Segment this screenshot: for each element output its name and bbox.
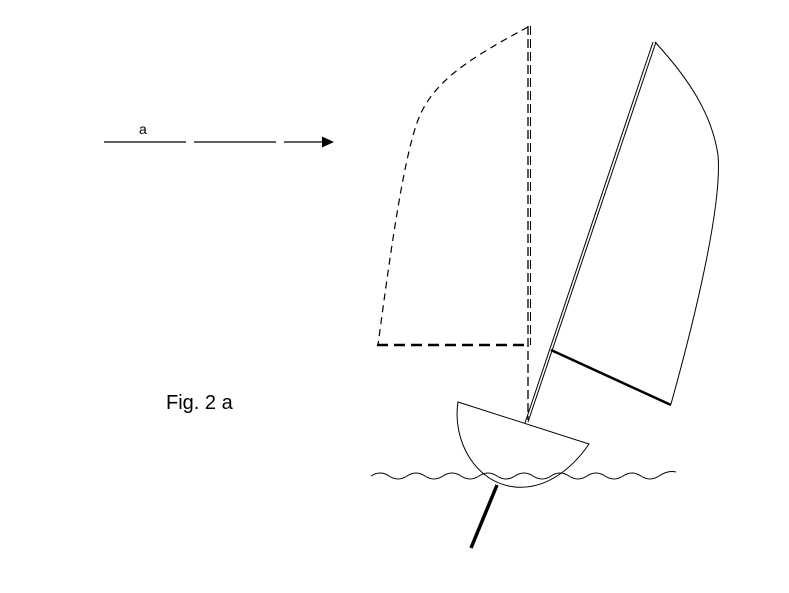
wind-label: a: [139, 121, 147, 137]
mast-luff: [527, 41, 657, 423]
boom: [550, 348, 672, 407]
wind-arrow-head: [322, 136, 334, 148]
mast: [524, 41, 654, 424]
keel: [469, 484, 499, 549]
wind-arrow: a: [104, 121, 334, 148]
water-surface: [370, 471, 677, 480]
upright-sail-leech: [377, 26, 529, 346]
hull: [456, 401, 590, 488]
heeled-sailboat: [456, 41, 719, 549]
sail-leech: [654, 41, 719, 405]
upright-sail-outline: [377, 26, 531, 420]
figure-caption: Fig. 2 a: [166, 392, 234, 414]
